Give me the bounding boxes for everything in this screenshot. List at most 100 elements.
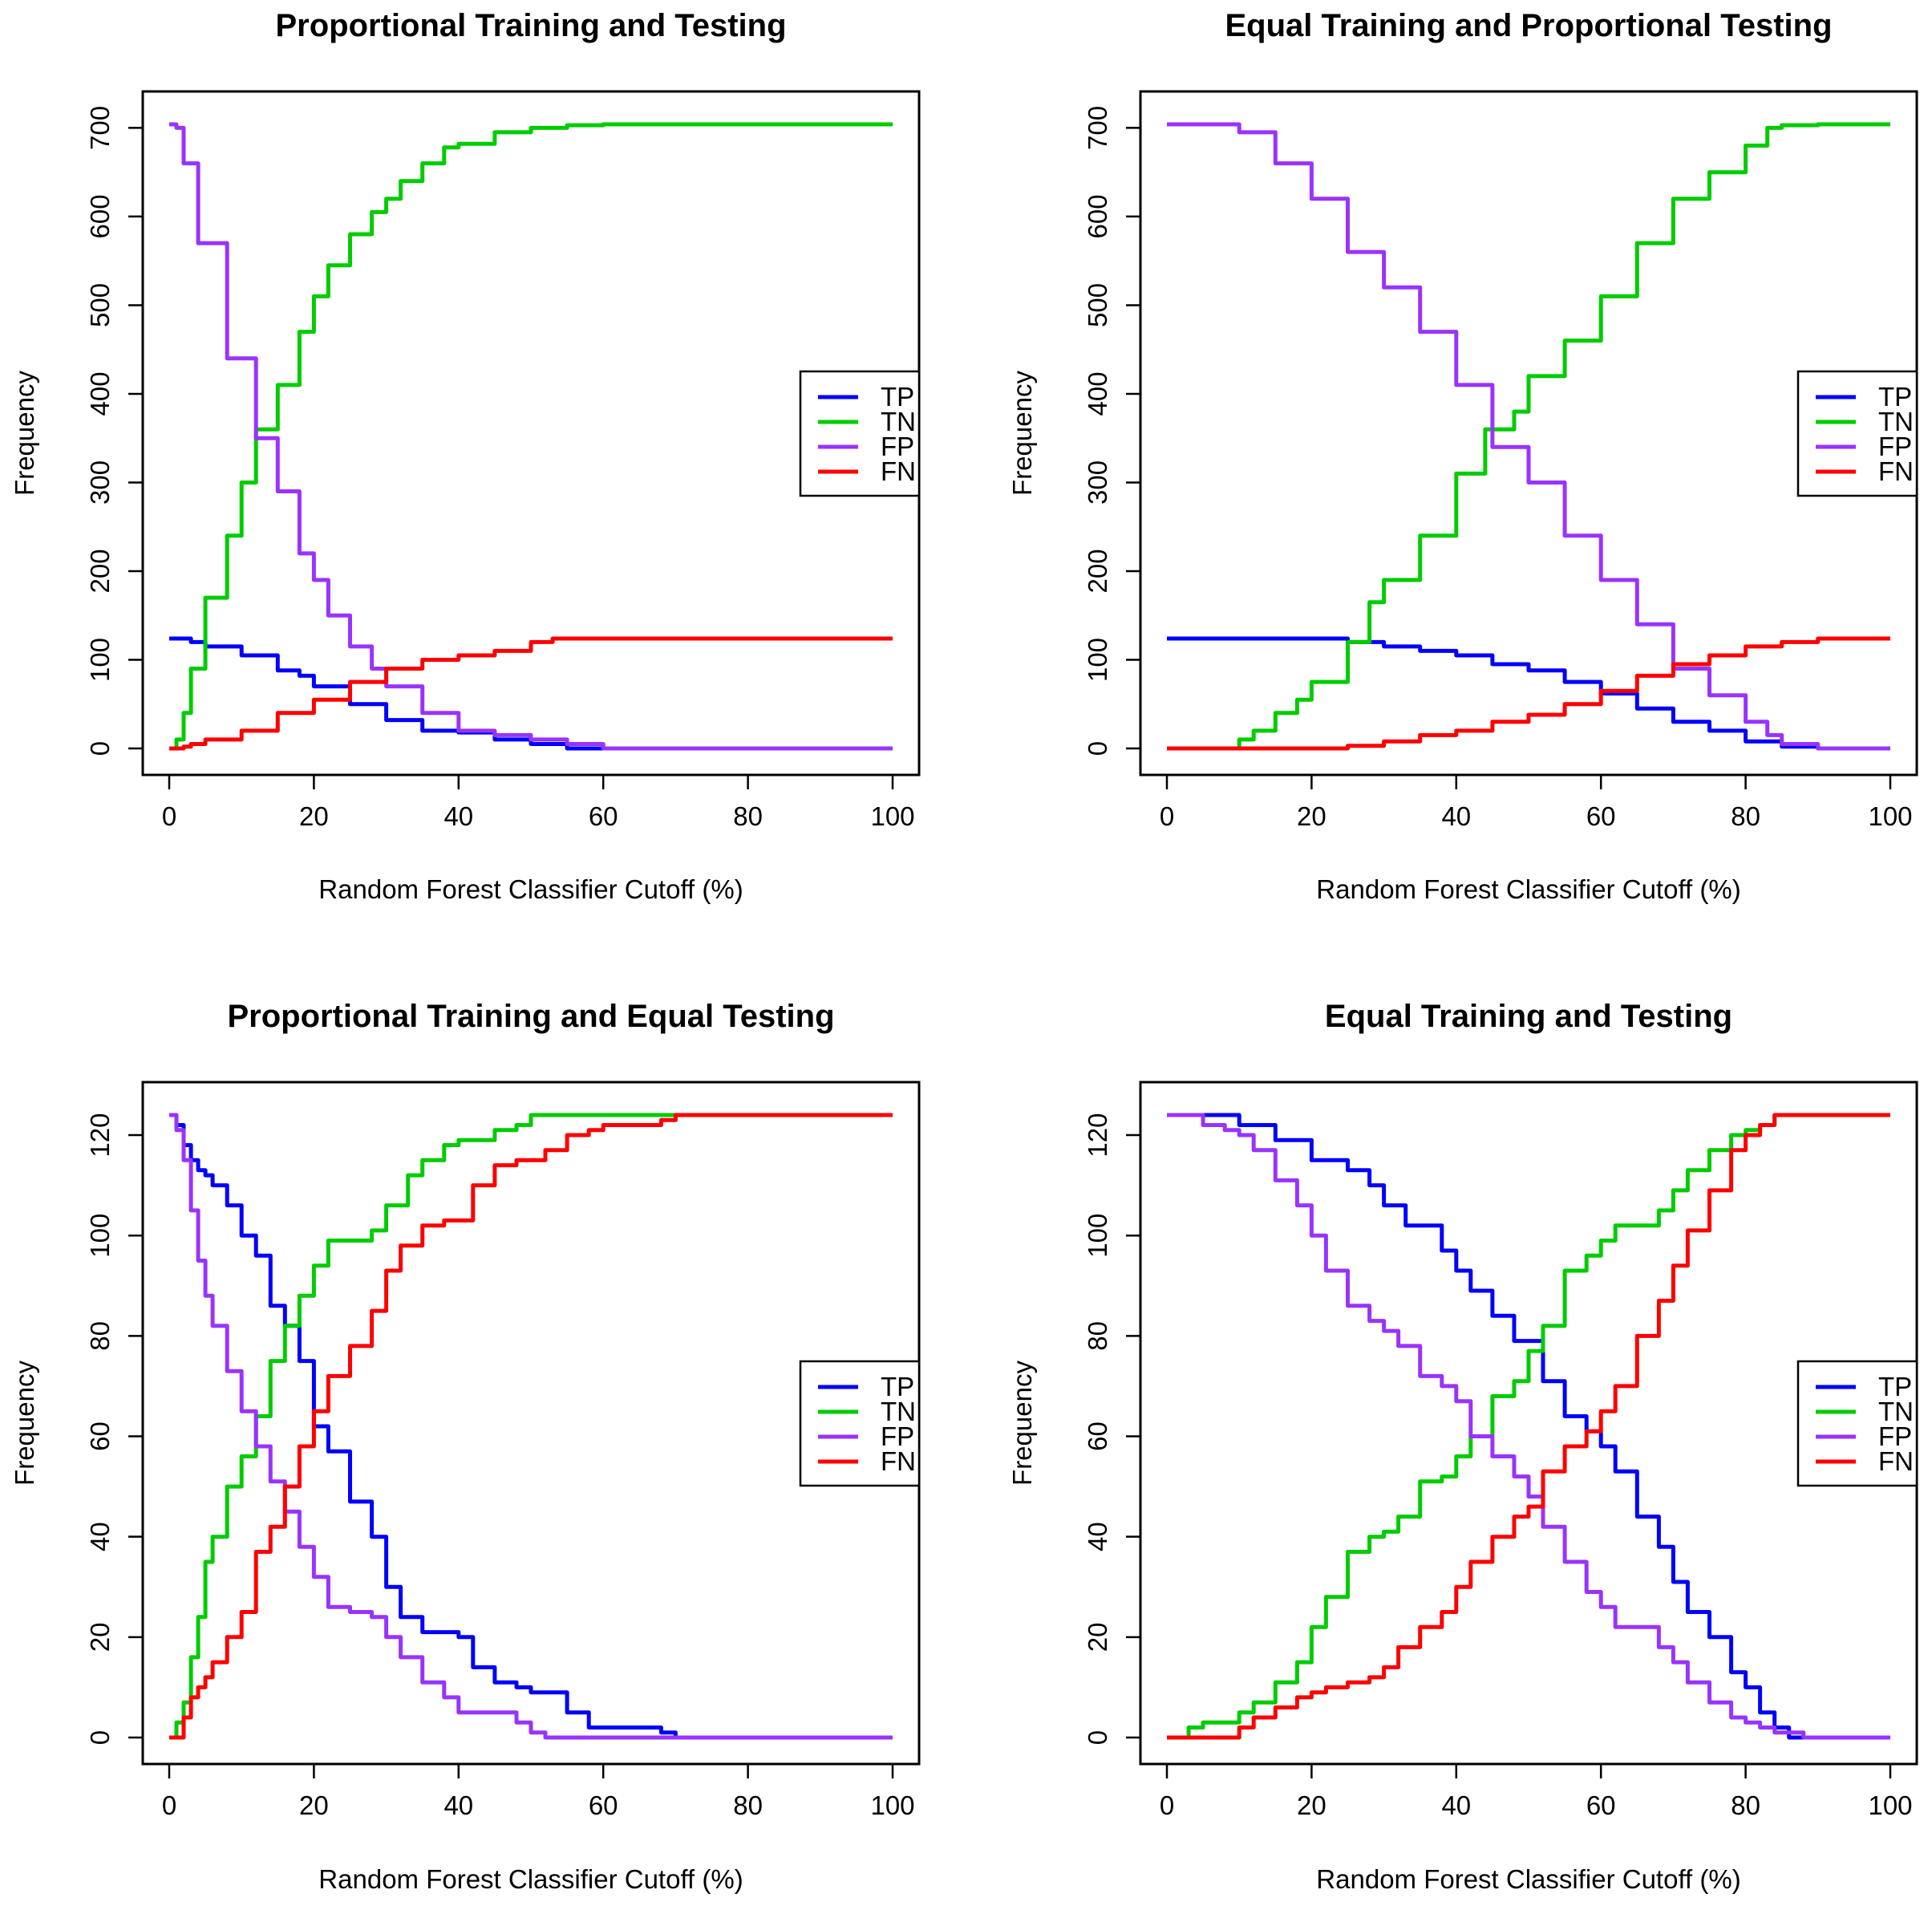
legend-label: FN <box>881 1446 916 1476</box>
y-tick-label: 60 <box>85 1421 115 1451</box>
series-line-fn <box>1167 1113 1890 1740</box>
series-line-tn <box>169 122 893 751</box>
legend-label: FN <box>1878 456 1914 486</box>
y-tick-label: 120 <box>85 1113 115 1158</box>
chart-panel-1: Proportional Training and Testing 0 20 40 60… <box>10 8 921 904</box>
chart-panel-4: Equal Training and Testing 0 20 40 60 80 100 0 2… <box>1007 999 1918 1894</box>
y-tick-label: 300 <box>85 460 115 505</box>
legend-label: TN <box>1878 1397 1914 1426</box>
y-tick-label: 40 <box>1083 1522 1112 1551</box>
x-tick-label: 40 <box>444 1790 473 1820</box>
x-tick-label: 60 <box>1586 801 1616 831</box>
y-tick-label: 600 <box>1083 194 1112 238</box>
y-tick-label: 40 <box>85 1522 115 1551</box>
legend-box <box>799 370 921 497</box>
x-tick-label: 40 <box>444 801 473 831</box>
x-tick-label: 20 <box>299 801 329 831</box>
y-tick-label: 120 <box>1083 1113 1112 1158</box>
x-tick-label: 100 <box>1868 1790 1912 1820</box>
y-tick-label: 600 <box>85 194 115 238</box>
y-tick-label: 700 <box>1083 106 1112 150</box>
x-tick-label: 60 <box>589 801 618 831</box>
legend-label: FP <box>881 432 914 461</box>
legend-box <box>799 1360 921 1487</box>
x-tick-label: 80 <box>1731 1790 1760 1820</box>
series-line-tp <box>1167 1113 1890 1740</box>
x-axis-label: Random Forest Classifier Cutoff (%) <box>1316 1864 1740 1894</box>
series-line-fp <box>169 122 893 751</box>
chart-title: Proportional Training and Equal Testing <box>227 999 834 1034</box>
y-tick-label: 300 <box>1083 460 1112 505</box>
series-line-fn <box>169 1113 893 1740</box>
series-line-tn <box>1167 122 1890 751</box>
series-line-tn <box>1167 1113 1890 1740</box>
x-tick-label: 100 <box>870 801 914 831</box>
legend-label: TP <box>1878 1372 1912 1401</box>
y-tick-label: 100 <box>85 638 115 682</box>
y-axis-label: Frequency <box>10 371 39 496</box>
series-line-fp <box>1167 122 1890 751</box>
legend-label: TP <box>881 1372 914 1401</box>
x-tick-label: 60 <box>1586 1790 1616 1820</box>
y-tick-label: 60 <box>1083 1421 1112 1451</box>
y-tick-label: 0 <box>85 1730 115 1745</box>
x-tick-label: 40 <box>1441 1790 1471 1820</box>
x-axis-label: Random Forest Classifier Cutoff (%) <box>318 874 743 904</box>
y-tick-label: 0 <box>1083 741 1112 756</box>
legend-label: TN <box>1878 407 1914 436</box>
legend-label: TP <box>1878 382 1912 412</box>
y-tick-label: 100 <box>1083 638 1112 682</box>
legend-label: FP <box>1878 432 1912 461</box>
x-tick-label: 0 <box>162 1790 176 1820</box>
legend-label: TN <box>881 407 916 436</box>
y-axis-label: Frequency <box>10 1361 39 1486</box>
y-tick-label: 100 <box>85 1214 115 1258</box>
legend-label: FN <box>1878 1446 1914 1476</box>
x-tick-label: 80 <box>733 1790 763 1820</box>
x-tick-label: 100 <box>870 1790 914 1820</box>
series-line-tp <box>169 1113 893 1740</box>
x-tick-label: 40 <box>1441 801 1471 831</box>
y-tick-label: 200 <box>85 549 115 593</box>
y-tick-label: 20 <box>85 1622 115 1652</box>
x-tick-label: 20 <box>299 1790 329 1820</box>
x-tick-label: 0 <box>1160 1790 1174 1820</box>
x-axis-label: Random Forest Classifier Cutoff (%) <box>318 1864 743 1894</box>
series-line-fp <box>1167 1113 1890 1740</box>
y-tick-label: 20 <box>1083 1622 1112 1652</box>
series-line-fn <box>1167 636 1890 751</box>
series-line-fp <box>169 1113 893 1740</box>
x-tick-label: 60 <box>589 1790 618 1820</box>
legend-label: TP <box>881 382 914 412</box>
y-tick-label: 400 <box>85 371 115 416</box>
x-tick-label: 0 <box>1160 801 1174 831</box>
chart-title: Equal Training and Testing <box>1325 999 1732 1034</box>
x-tick-label: 20 <box>1297 1790 1326 1820</box>
y-tick-label: 100 <box>1083 1214 1112 1258</box>
legend-box <box>1796 1360 1918 1487</box>
legend-box <box>1796 370 1918 497</box>
legend-label: FP <box>1878 1421 1912 1451</box>
y-tick-label: 200 <box>1083 549 1112 593</box>
y-tick-label: 0 <box>85 741 115 756</box>
legend-label: FN <box>881 456 916 486</box>
legend-label: TN <box>881 1397 916 1426</box>
x-axis-label: Random Forest Classifier Cutoff (%) <box>1316 874 1740 904</box>
chart-panel-2: Equal Training and Proportional Testing 0… <box>1007 8 1918 904</box>
y-axis-label: Frequency <box>1007 371 1037 496</box>
y-tick-label: 500 <box>1083 283 1112 327</box>
series-line-tn <box>169 1113 893 1740</box>
y-tick-label: 400 <box>1083 371 1112 416</box>
x-tick-label: 0 <box>162 801 176 831</box>
legend-label: FP <box>881 1421 914 1451</box>
y-tick-label: 0 <box>1083 1730 1112 1745</box>
y-axis-label: Frequency <box>1007 1361 1037 1486</box>
x-tick-label: 80 <box>1731 801 1760 831</box>
y-tick-label: 700 <box>85 106 115 150</box>
series-line-fn <box>169 636 893 751</box>
chart-title: Equal Training and Proportional Testing <box>1225 8 1832 43</box>
x-tick-label: 20 <box>1297 801 1326 831</box>
x-tick-label: 80 <box>733 801 763 831</box>
x-tick-label: 100 <box>1868 801 1912 831</box>
